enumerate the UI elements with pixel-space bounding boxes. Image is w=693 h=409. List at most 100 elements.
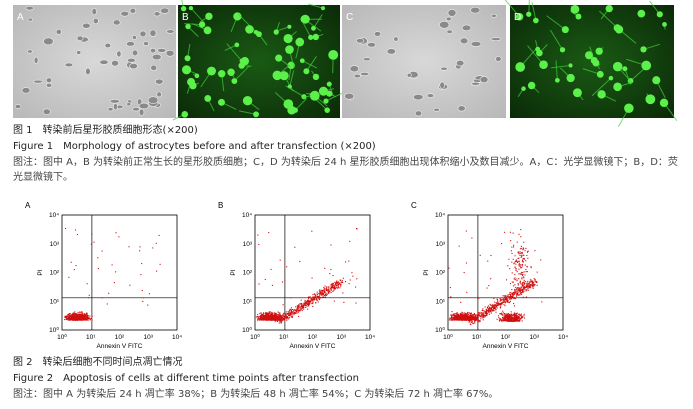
event-dot xyxy=(288,310,291,312)
event-dot xyxy=(264,319,266,321)
event-dot xyxy=(503,314,505,316)
event-dot xyxy=(511,292,513,294)
event-dot xyxy=(71,316,73,318)
event-dot xyxy=(68,319,70,321)
event-dot xyxy=(507,312,509,315)
event-dot xyxy=(510,315,512,317)
event-dot xyxy=(475,318,477,320)
event-dot xyxy=(455,315,457,317)
cell xyxy=(615,25,624,34)
event-dot xyxy=(518,260,520,262)
event-dot xyxy=(332,287,335,289)
event-dot xyxy=(321,292,323,294)
event-dot xyxy=(525,289,527,291)
event-dot xyxy=(274,314,276,316)
event-dot xyxy=(463,318,465,320)
event-dot xyxy=(332,274,334,277)
event-dot xyxy=(268,316,270,318)
event-dot xyxy=(142,300,144,302)
event-dot xyxy=(309,302,311,304)
cell xyxy=(149,48,156,54)
event-dot xyxy=(264,314,266,316)
event-dot xyxy=(526,265,528,267)
event-dot xyxy=(518,294,520,296)
event-dot xyxy=(521,315,523,317)
event-dot xyxy=(487,310,489,312)
event-dot xyxy=(271,317,273,319)
event-dot xyxy=(479,320,481,322)
event-dot xyxy=(304,299,306,301)
cell xyxy=(279,71,289,81)
cell xyxy=(367,42,376,48)
event-dot xyxy=(320,289,322,291)
event-dot xyxy=(511,319,513,321)
event-dot xyxy=(141,290,143,292)
cell xyxy=(194,73,200,79)
event-dot xyxy=(327,292,329,294)
event-dot xyxy=(276,320,278,322)
cell xyxy=(597,90,606,99)
event-dot xyxy=(487,260,489,262)
event-dot xyxy=(473,319,475,321)
event-dot xyxy=(523,315,525,317)
event-dot xyxy=(480,312,482,314)
event-dot xyxy=(468,318,470,320)
event-dot xyxy=(305,302,308,304)
event-dot xyxy=(331,289,333,291)
event-dot xyxy=(523,281,525,283)
event-dot xyxy=(74,313,76,315)
event-dot xyxy=(522,276,524,278)
event-dot xyxy=(521,251,523,254)
event-dot xyxy=(290,310,292,312)
event-dot xyxy=(496,301,498,303)
event-dot xyxy=(309,301,311,303)
event-dot xyxy=(478,319,480,322)
process xyxy=(546,15,566,31)
event-dot xyxy=(274,320,276,322)
event-dot xyxy=(449,317,451,319)
event-dot xyxy=(267,318,269,320)
event-dot xyxy=(522,291,524,293)
event-dot xyxy=(522,289,524,291)
event-dot xyxy=(459,316,461,318)
cell xyxy=(33,56,39,64)
event-dot xyxy=(260,317,263,319)
event-dot xyxy=(268,312,270,314)
event-dot xyxy=(329,291,331,293)
event-dot xyxy=(101,297,103,299)
event-dot xyxy=(89,315,91,317)
event-dot xyxy=(308,303,310,306)
event-dot xyxy=(484,313,486,315)
event-dot xyxy=(324,285,326,287)
event-dot xyxy=(499,306,502,308)
cell xyxy=(227,68,235,76)
event-dot xyxy=(524,288,526,290)
event-dot xyxy=(331,285,333,287)
event-dot xyxy=(483,312,485,314)
event-dot xyxy=(70,318,72,320)
event-dot xyxy=(490,308,492,310)
event-dot xyxy=(504,298,507,300)
event-dot xyxy=(516,271,518,273)
event-dot xyxy=(474,317,477,319)
event-dot xyxy=(68,314,70,317)
event-dot xyxy=(114,271,117,273)
y-tick-label: 10⁴ xyxy=(242,212,252,219)
event-dot xyxy=(501,302,503,304)
panel-label: B xyxy=(182,12,189,23)
process xyxy=(234,65,250,82)
event-dot xyxy=(83,314,85,316)
event-dot xyxy=(532,282,534,284)
event-dot xyxy=(474,316,476,318)
event-dot xyxy=(330,244,332,246)
event-dot xyxy=(77,317,79,319)
event-dot xyxy=(263,314,265,317)
event-dot xyxy=(67,314,69,316)
event-dot xyxy=(509,297,511,299)
event-dot xyxy=(522,296,524,298)
event-dot xyxy=(467,316,470,318)
event-dot xyxy=(83,316,86,318)
cell xyxy=(272,70,282,81)
event-dot xyxy=(522,285,524,287)
event-dot xyxy=(514,284,516,286)
